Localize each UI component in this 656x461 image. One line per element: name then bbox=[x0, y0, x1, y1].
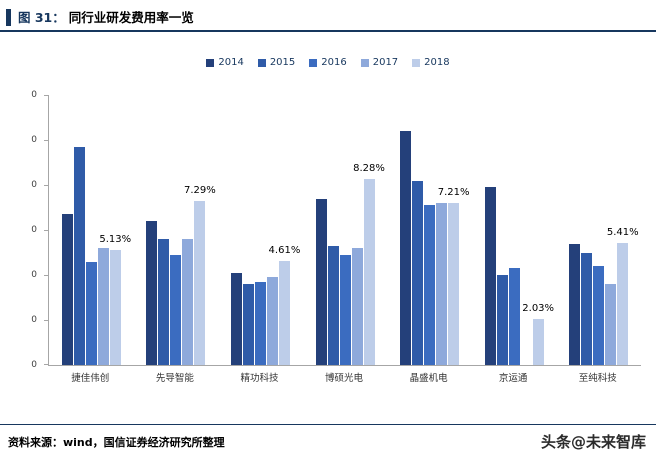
bar bbox=[496, 275, 508, 365]
legend-label: 2015 bbox=[269, 57, 296, 68]
bar-value-label: 5.13% bbox=[99, 233, 132, 245]
bar-value-label: 5.41% bbox=[606, 227, 639, 239]
bar bbox=[146, 221, 158, 365]
bar-group: 5.41% bbox=[556, 95, 641, 365]
x-axis-label: 精功科技 bbox=[240, 373, 279, 384]
bar: 2.03% bbox=[522, 303, 554, 365]
bar-group: 7.29% bbox=[134, 95, 219, 365]
x-axis-label: 博硕光电 bbox=[325, 373, 364, 384]
header-divider bbox=[0, 30, 656, 32]
bar bbox=[484, 187, 496, 365]
legend-label: 2016 bbox=[321, 57, 347, 68]
x-axis-label: 先导智能 bbox=[155, 373, 194, 384]
legend-item: 2017 bbox=[360, 57, 399, 68]
legend-item: 2014 bbox=[206, 57, 244, 68]
legend-item: 2018 bbox=[412, 57, 450, 68]
legend-swatch-icon bbox=[309, 58, 318, 67]
y-tick-mark bbox=[44, 140, 49, 141]
bar-group: 2.03% bbox=[472, 95, 557, 365]
y-tick-mark bbox=[44, 275, 49, 276]
y-axis: 0 0 0 0 0 0 0 bbox=[0, 90, 44, 370]
bar-groups: 5.13% 7.29% 4.61% 8.28% 7.21% 2.03% 5.41% bbox=[49, 95, 641, 365]
y-tick-label: 0 bbox=[31, 315, 37, 325]
source-note: 资料来源：wind，国信证券经济研究所整理 bbox=[8, 436, 225, 449]
legend-swatch-icon bbox=[360, 58, 369, 67]
bar-value-label: 4.61% bbox=[268, 245, 301, 257]
x-axis-label: 至纯科技 bbox=[578, 373, 617, 384]
y-tick-label: 0 bbox=[31, 135, 37, 145]
figure-label: 图 31： bbox=[18, 10, 65, 25]
bar bbox=[85, 261, 97, 365]
bar bbox=[412, 180, 424, 365]
y-tick-label: 0 bbox=[31, 225, 37, 235]
bar bbox=[436, 203, 448, 365]
bar-group: 8.28% bbox=[303, 95, 388, 365]
bar bbox=[230, 272, 242, 365]
bar bbox=[508, 268, 520, 365]
legend-label: 2017 bbox=[372, 57, 399, 68]
bar bbox=[266, 277, 278, 365]
y-tick-mark bbox=[44, 364, 49, 365]
bar bbox=[605, 284, 617, 365]
y-tick-mark bbox=[44, 320, 49, 321]
legend-swatch-icon bbox=[257, 58, 266, 67]
bar: 8.28% bbox=[353, 163, 385, 365]
bar-group: 5.13% bbox=[49, 95, 134, 365]
bar bbox=[158, 239, 170, 365]
y-tick-mark bbox=[44, 185, 49, 186]
bar: 5.13% bbox=[99, 234, 131, 365]
bar: 4.61% bbox=[269, 245, 300, 365]
bar bbox=[315, 198, 327, 365]
y-tick-label: 0 bbox=[31, 90, 37, 100]
legend-swatch-icon bbox=[206, 58, 215, 67]
legend-label: 2014 bbox=[218, 57, 244, 68]
bar: 5.41% bbox=[607, 227, 639, 365]
figure-title: 同行业研发费用率一览 bbox=[68, 10, 194, 25]
bar-value-label: 8.28% bbox=[353, 162, 385, 174]
bar bbox=[400, 131, 412, 365]
bar-value-label: 7.21% bbox=[437, 186, 470, 198]
y-tick-mark bbox=[44, 95, 49, 96]
bar bbox=[339, 254, 351, 365]
bar bbox=[73, 146, 85, 365]
legend-item: 2015 bbox=[257, 57, 296, 68]
y-tick-label: 0 bbox=[31, 180, 37, 190]
bar-group: 4.61% bbox=[218, 95, 303, 365]
figure-accent-bar bbox=[6, 9, 11, 26]
legend-item: 2016 bbox=[309, 57, 347, 68]
bar bbox=[97, 248, 109, 365]
bar bbox=[569, 243, 581, 365]
footer-divider bbox=[0, 424, 656, 425]
y-tick-label: 0 bbox=[31, 270, 37, 280]
bar bbox=[327, 245, 339, 365]
y-tick-label: 0 bbox=[31, 360, 37, 370]
bar bbox=[581, 252, 593, 365]
y-tick-mark bbox=[44, 230, 49, 231]
legend-swatch-icon bbox=[412, 58, 421, 67]
watermark: 头条@未来智库 bbox=[540, 433, 646, 451]
bar bbox=[170, 254, 182, 365]
x-axis-label: 捷佳伟创 bbox=[71, 373, 110, 384]
bar: 7.29% bbox=[184, 185, 216, 365]
bar-value-label: 2.03% bbox=[522, 303, 555, 315]
bar bbox=[254, 281, 266, 365]
bar: 7.21% bbox=[438, 187, 469, 365]
bar-value-label: 7.29% bbox=[183, 184, 216, 196]
bar bbox=[61, 214, 73, 365]
bar-group: 7.21% bbox=[387, 95, 472, 365]
x-axis-label: 晶盛机电 bbox=[409, 373, 448, 384]
bar bbox=[593, 266, 605, 365]
legend-label: 2018 bbox=[424, 57, 450, 68]
x-axis-labels: 捷佳伟创 先导智能 精功科技 博硕光电 晶盛机电 京运通 至纯科技 bbox=[48, 370, 640, 384]
bar bbox=[424, 205, 436, 365]
x-axis-label: 京运通 bbox=[498, 373, 528, 384]
figure-header: 图 31： 同行业研发费用率一览 bbox=[18, 7, 194, 26]
bar bbox=[242, 284, 254, 365]
plot-area: 5.13% 7.29% 4.61% 8.28% 7.21% 2.03% 5.41% bbox=[44, 95, 641, 366]
chart-legend: 2014 2015 2016 2017 2018 bbox=[0, 57, 656, 68]
bar bbox=[351, 248, 363, 365]
bar bbox=[182, 239, 194, 365]
